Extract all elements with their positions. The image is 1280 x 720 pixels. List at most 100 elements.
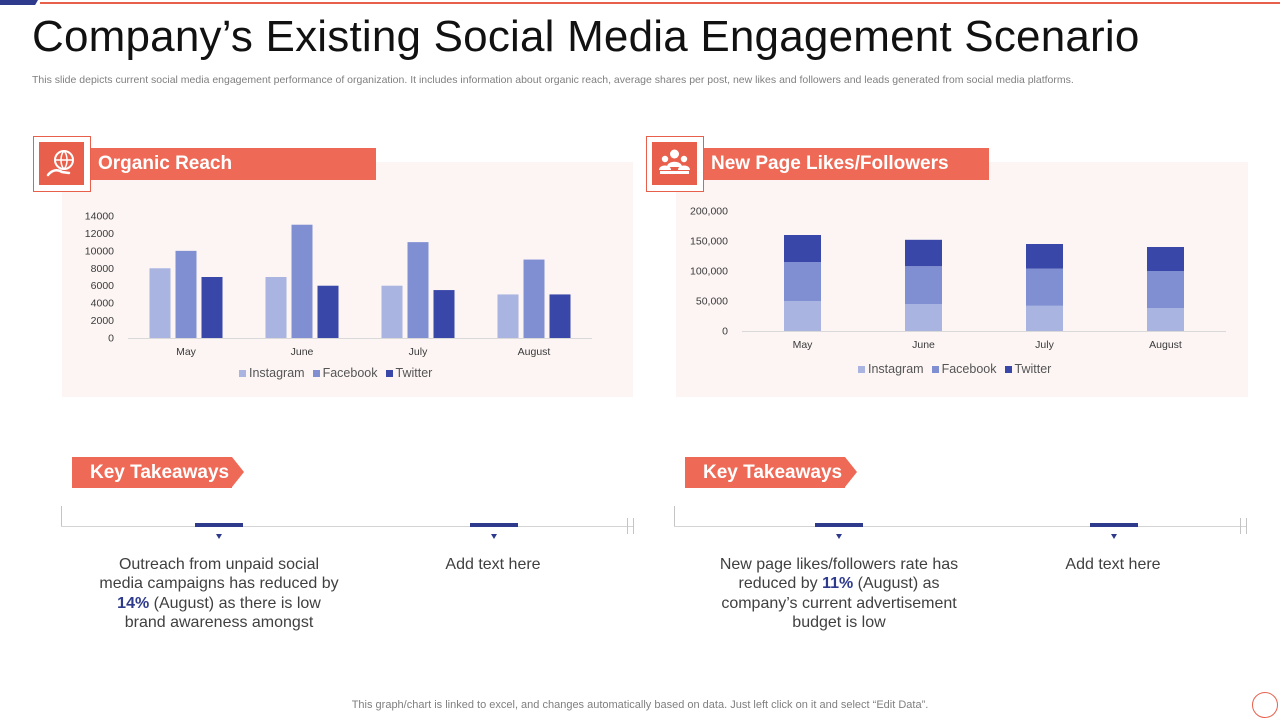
bar-instagram-august[interactable]	[1147, 308, 1184, 331]
timeline-right-start	[674, 506, 675, 526]
timeline-marker	[815, 523, 863, 527]
bar-twitter-june[interactable]	[317, 285, 339, 338]
legend-label: Facebook	[322, 366, 378, 380]
bar-twitter-august[interactable]	[549, 294, 571, 338]
key-takeaways-left-tag: Key Takeaways	[72, 457, 244, 488]
people-group-icon	[659, 149, 690, 174]
y-tick-label: 2000	[91, 315, 115, 327]
bar-facebook-august[interactable]	[523, 259, 545, 338]
bar-facebook-july[interactable]	[1026, 268, 1063, 306]
bar-instagram-may[interactable]	[784, 301, 821, 331]
bar-twitter-june[interactable]	[905, 239, 942, 267]
x-tick-label: July	[409, 346, 428, 358]
bar-twitter-august[interactable]	[1147, 247, 1184, 271]
organic-reach-header: Organic Reach	[91, 148, 376, 180]
timeline-right-end-b	[1246, 518, 1247, 534]
takeaway-left-item-1: Outreach from unpaid social media campai…	[99, 556, 339, 631]
y-tick-label: 6000	[91, 280, 115, 292]
legend-label: Twitter	[1014, 362, 1052, 376]
legend-item-facebook: Facebook	[931, 362, 997, 376]
legend-label: Twitter	[395, 366, 433, 380]
y-tick-label: 8000	[91, 263, 115, 275]
legend-swatch	[385, 369, 393, 377]
timeline-arrow	[1110, 534, 1117, 539]
y-tick-label: 12000	[85, 228, 114, 240]
legend-item-twitter: Twitter	[1004, 362, 1052, 376]
legend-item-instagram: Instagram	[858, 362, 924, 376]
timeline-right	[674, 526, 1246, 527]
slide-title: Company’s Existing Social Media Engageme…	[32, 12, 1140, 61]
y-tick-label: 10000	[85, 245, 114, 257]
page-likes-legend: Instagram Facebook Twitter	[858, 362, 1051, 376]
timeline-arrow	[835, 534, 842, 539]
bar-facebook-june[interactable]	[905, 266, 942, 304]
legend-label: Facebook	[941, 362, 997, 376]
x-tick-label: May	[176, 346, 197, 358]
x-tick-label: July	[1035, 339, 1054, 351]
y-tick-label: 150,000	[690, 236, 728, 248]
page-likes-chart[interactable]: 0 50,000 100,000 150,000 200,000 May June July A…	[676, 200, 1248, 360]
bar-instagram-august[interactable]	[497, 294, 519, 338]
x-tick-label: May	[793, 339, 814, 351]
takeaway-right-item-2: Add text here	[1065, 556, 1161, 573]
footer-note: This graph/chart is linked to excel, and…	[351, 699, 929, 711]
legend-swatch	[239, 369, 246, 377]
bar-twitter-july[interactable]	[1026, 244, 1063, 269]
key-takeaways-right-tag: Key Takeaways	[685, 457, 857, 488]
bar-twitter-may[interactable]	[201, 277, 223, 338]
timeline-arrow	[215, 534, 222, 539]
bar-twitter-july[interactable]	[433, 290, 455, 338]
slide-subtitle: This slide depicts current social media …	[32, 74, 1074, 86]
y-tick-label: 0	[722, 326, 728, 338]
bar-facebook-august[interactable]	[1147, 271, 1184, 309]
bar-facebook-may[interactable]	[784, 262, 821, 301]
y-tick-label: 200,000	[690, 206, 728, 218]
bar-facebook-july[interactable]	[407, 242, 429, 338]
timeline-right-end-a	[1240, 518, 1241, 534]
globe-hand-icon	[46, 150, 74, 177]
x-tick-label: June	[912, 339, 935, 351]
legend-item-twitter: Twitter	[385, 366, 433, 380]
bar-instagram-july[interactable]	[1026, 305, 1063, 331]
legend-label: Instagram	[868, 362, 924, 376]
timeline-marker	[1090, 523, 1138, 527]
timeline-marker	[470, 523, 518, 527]
timeline-left	[61, 526, 633, 527]
bar-instagram-may[interactable]	[149, 268, 171, 338]
legend-swatch	[858, 365, 865, 373]
timeline-left-end-b	[633, 518, 634, 534]
y-tick-label: 14000	[85, 211, 114, 223]
takeaway-left-item-2: Add text here	[445, 556, 541, 573]
organic-reach-icon-box	[33, 136, 91, 192]
page-likes-icon-box	[646, 136, 704, 192]
x-tick-label: August	[1149, 339, 1182, 351]
bar-instagram-july[interactable]	[381, 285, 403, 338]
bar-instagram-june[interactable]	[265, 277, 287, 338]
legend-swatch	[312, 369, 320, 377]
page-likes-header: New Page Likes/Followers	[704, 148, 989, 180]
top-rule	[40, 2, 1280, 4]
organic-reach-legend: Instagram Facebook Twitter	[239, 366, 432, 380]
y-tick-label: 100,000	[690, 266, 728, 278]
y-tick-label: 4000	[91, 298, 115, 310]
legend-swatch	[931, 365, 939, 373]
bar-facebook-may[interactable]	[175, 250, 197, 338]
x-tick-label: June	[291, 346, 314, 358]
legend-swatch	[1004, 365, 1012, 373]
timeline-marker	[195, 523, 243, 527]
x-tick-label: August	[518, 346, 551, 358]
bar-facebook-june[interactable]	[291, 224, 313, 338]
y-tick-label: 50,000	[696, 296, 728, 308]
organic-reach-chart[interactable]: 0 2000 4000 6000 8000 10000 12000 14000 May June J…	[62, 200, 633, 370]
timeline-left-end-a	[627, 518, 628, 534]
takeaway-right-item-1: New page likes/followers rate has reduce…	[719, 556, 959, 631]
legend-item-instagram: Instagram	[239, 366, 305, 380]
timeline-left-start	[61, 506, 62, 526]
bar-instagram-june[interactable]	[905, 304, 942, 331]
timeline-arrow	[490, 534, 497, 539]
top-accent	[0, 0, 39, 5]
y-tick-label: 0	[108, 333, 114, 345]
legend-label: Instagram	[249, 366, 305, 380]
corner-circle	[1252, 692, 1278, 718]
bar-twitter-may[interactable]	[784, 235, 821, 262]
